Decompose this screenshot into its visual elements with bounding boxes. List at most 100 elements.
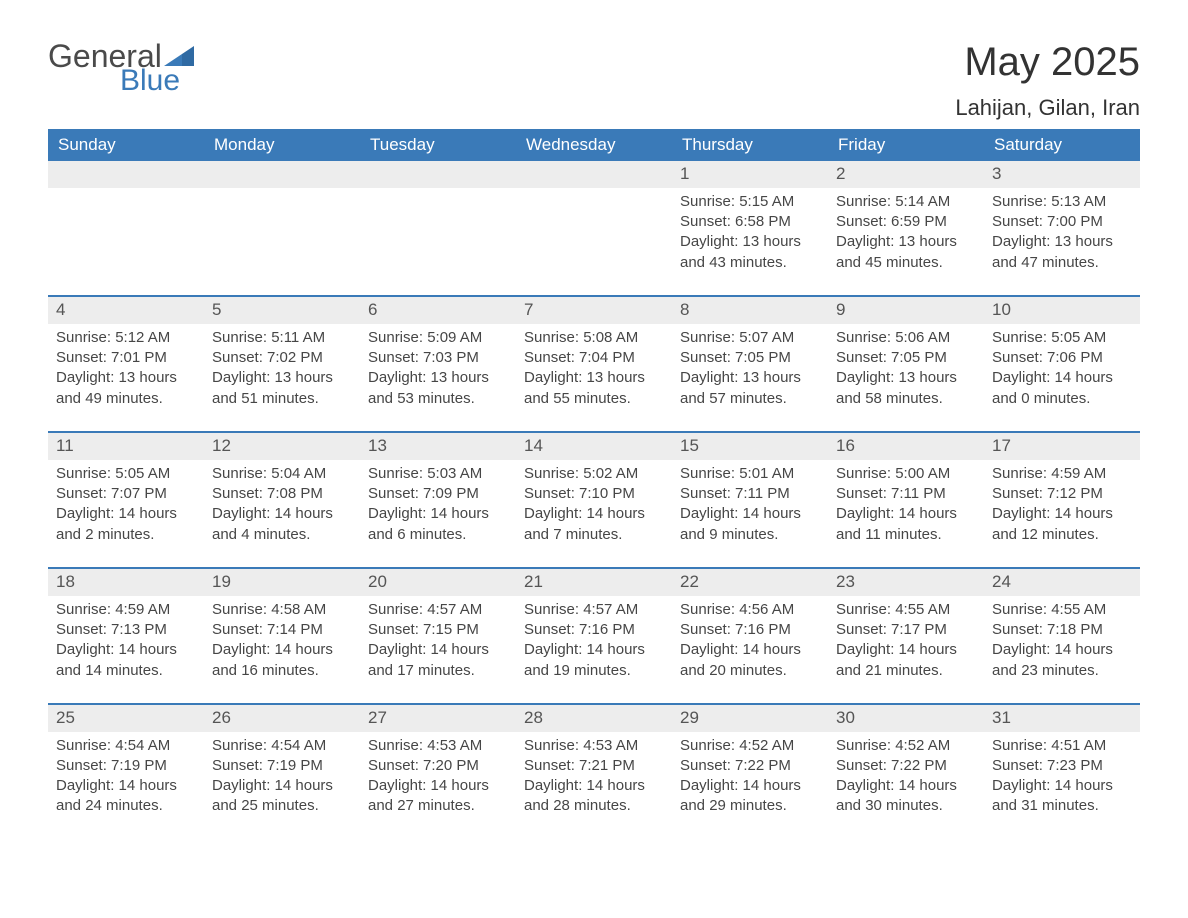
daylight-text: Daylight: 14 hours xyxy=(836,504,976,524)
calendar-day-cell: 21Sunrise: 4:57 AMSunset: 7:16 PMDayligh… xyxy=(516,568,672,704)
day-number xyxy=(204,161,360,188)
day-number: 19 xyxy=(204,569,360,596)
day-number: 16 xyxy=(828,433,984,460)
weekday-header: Thursday xyxy=(672,129,828,161)
daylight-text: and 30 minutes. xyxy=(836,796,976,816)
daylight-text: and 57 minutes. xyxy=(680,389,820,409)
daylight-text: Daylight: 14 hours xyxy=(56,504,196,524)
calendar-day-cell: 11Sunrise: 5:05 AMSunset: 7:07 PMDayligh… xyxy=(48,432,204,568)
sunrise-text: Sunrise: 4:58 AM xyxy=(212,600,352,620)
sunrise-text: Sunrise: 5:13 AM xyxy=(992,192,1132,212)
daylight-text: and 25 minutes. xyxy=(212,796,352,816)
sunset-text: Sunset: 7:20 PM xyxy=(368,756,508,776)
daylight-text: Daylight: 14 hours xyxy=(212,776,352,796)
sunrise-text: Sunrise: 4:59 AM xyxy=(992,464,1132,484)
sunset-text: Sunset: 6:59 PM xyxy=(836,212,976,232)
sunset-text: Sunset: 7:05 PM xyxy=(836,348,976,368)
day-number xyxy=(48,161,204,188)
sunset-text: Sunset: 7:09 PM xyxy=(368,484,508,504)
daylight-text: and 9 minutes. xyxy=(680,525,820,545)
sunrise-text: Sunrise: 4:54 AM xyxy=(56,736,196,756)
sunset-text: Sunset: 7:19 PM xyxy=(212,756,352,776)
sunrise-text: Sunrise: 4:59 AM xyxy=(56,600,196,620)
calendar-day-cell: 8Sunrise: 5:07 AMSunset: 7:05 PMDaylight… xyxy=(672,296,828,432)
sunrise-text: Sunrise: 4:55 AM xyxy=(992,600,1132,620)
sunrise-text: Sunrise: 4:51 AM xyxy=(992,736,1132,756)
calendar-day-cell: 31Sunrise: 4:51 AMSunset: 7:23 PMDayligh… xyxy=(984,704,1140,839)
day-number: 25 xyxy=(48,705,204,732)
daylight-text: Daylight: 13 hours xyxy=(992,232,1132,252)
daylight-text: and 4 minutes. xyxy=(212,525,352,545)
sunrise-text: Sunrise: 4:57 AM xyxy=(524,600,664,620)
daylight-text: and 0 minutes. xyxy=(992,389,1132,409)
day-number xyxy=(516,161,672,188)
day-number: 30 xyxy=(828,705,984,732)
day-number: 24 xyxy=(984,569,1140,596)
daylight-text: and 24 minutes. xyxy=(56,796,196,816)
daylight-text: Daylight: 13 hours xyxy=(212,368,352,388)
daylight-text: and 58 minutes. xyxy=(836,389,976,409)
sunset-text: Sunset: 7:02 PM xyxy=(212,348,352,368)
calendar-day-cell: 19Sunrise: 4:58 AMSunset: 7:14 PMDayligh… xyxy=(204,568,360,704)
daylight-text: Daylight: 14 hours xyxy=(56,640,196,660)
calendar-day-cell: 7Sunrise: 5:08 AMSunset: 7:04 PMDaylight… xyxy=(516,296,672,432)
sunset-text: Sunset: 7:03 PM xyxy=(368,348,508,368)
sunrise-text: Sunrise: 4:52 AM xyxy=(680,736,820,756)
calendar-day-cell: 15Sunrise: 5:01 AMSunset: 7:11 PMDayligh… xyxy=(672,432,828,568)
calendar-day-cell: 1Sunrise: 5:15 AMSunset: 6:58 PMDaylight… xyxy=(672,161,828,296)
calendar-day-cell: 3Sunrise: 5:13 AMSunset: 7:00 PMDaylight… xyxy=(984,161,1140,296)
logo-text-blue: Blue xyxy=(120,66,194,96)
sunset-text: Sunset: 7:22 PM xyxy=(680,756,820,776)
sunrise-text: Sunrise: 5:15 AM xyxy=(680,192,820,212)
sunrise-text: Sunrise: 5:00 AM xyxy=(836,464,976,484)
daylight-text: Daylight: 13 hours xyxy=(836,368,976,388)
calendar-day-cell: 6Sunrise: 5:09 AMSunset: 7:03 PMDaylight… xyxy=(360,296,516,432)
sunrise-text: Sunrise: 4:56 AM xyxy=(680,600,820,620)
sunset-text: Sunset: 7:14 PM xyxy=(212,620,352,640)
sunset-text: Sunset: 7:06 PM xyxy=(992,348,1132,368)
day-number: 2 xyxy=(828,161,984,188)
daylight-text: Daylight: 14 hours xyxy=(524,776,664,796)
calendar-day-cell: 22Sunrise: 4:56 AMSunset: 7:16 PMDayligh… xyxy=(672,568,828,704)
sunset-text: Sunset: 7:18 PM xyxy=(992,620,1132,640)
calendar-day-cell: 16Sunrise: 5:00 AMSunset: 7:11 PMDayligh… xyxy=(828,432,984,568)
sunrise-text: Sunrise: 4:54 AM xyxy=(212,736,352,756)
sunset-text: Sunset: 7:16 PM xyxy=(524,620,664,640)
weekday-header: Tuesday xyxy=(360,129,516,161)
daylight-text: and 23 minutes. xyxy=(992,661,1132,681)
daylight-text: Daylight: 14 hours xyxy=(368,640,508,660)
day-number: 18 xyxy=(48,569,204,596)
sunrise-text: Sunrise: 5:05 AM xyxy=(992,328,1132,348)
sunrise-text: Sunrise: 5:02 AM xyxy=(524,464,664,484)
calendar-day-cell xyxy=(48,161,204,296)
daylight-text: and 12 minutes. xyxy=(992,525,1132,545)
daylight-text: Daylight: 14 hours xyxy=(680,504,820,524)
daylight-text: Daylight: 14 hours xyxy=(524,640,664,660)
calendar-day-cell: 13Sunrise: 5:03 AMSunset: 7:09 PMDayligh… xyxy=(360,432,516,568)
calendar-day-cell: 27Sunrise: 4:53 AMSunset: 7:20 PMDayligh… xyxy=(360,704,516,839)
day-number xyxy=(360,161,516,188)
day-number: 1 xyxy=(672,161,828,188)
sunrise-text: Sunrise: 5:12 AM xyxy=(56,328,196,348)
sunset-text: Sunset: 7:07 PM xyxy=(56,484,196,504)
daylight-text: Daylight: 14 hours xyxy=(992,640,1132,660)
daylight-text: and 16 minutes. xyxy=(212,661,352,681)
sunrise-text: Sunrise: 5:05 AM xyxy=(56,464,196,484)
daylight-text: and 45 minutes. xyxy=(836,253,976,273)
daylight-text: Daylight: 14 hours xyxy=(836,640,976,660)
daylight-text: Daylight: 14 hours xyxy=(836,776,976,796)
calendar-week-row: 1Sunrise: 5:15 AMSunset: 6:58 PMDaylight… xyxy=(48,161,1140,296)
day-number: 4 xyxy=(48,297,204,324)
daylight-text: Daylight: 13 hours xyxy=(680,232,820,252)
calendar-day-cell xyxy=(204,161,360,296)
title-block: May 2025 Lahijan, Gilan, Iran xyxy=(955,40,1140,121)
calendar-day-cell: 10Sunrise: 5:05 AMSunset: 7:06 PMDayligh… xyxy=(984,296,1140,432)
daylight-text: and 7 minutes. xyxy=(524,525,664,545)
sunset-text: Sunset: 7:22 PM xyxy=(836,756,976,776)
daylight-text: Daylight: 13 hours xyxy=(524,368,664,388)
page-header: General Blue May 2025 Lahijan, Gilan, Ir… xyxy=(48,40,1140,121)
sunrise-text: Sunrise: 4:57 AM xyxy=(368,600,508,620)
sunset-text: Sunset: 7:19 PM xyxy=(56,756,196,776)
day-number: 5 xyxy=(204,297,360,324)
calendar-day-cell: 28Sunrise: 4:53 AMSunset: 7:21 PMDayligh… xyxy=(516,704,672,839)
